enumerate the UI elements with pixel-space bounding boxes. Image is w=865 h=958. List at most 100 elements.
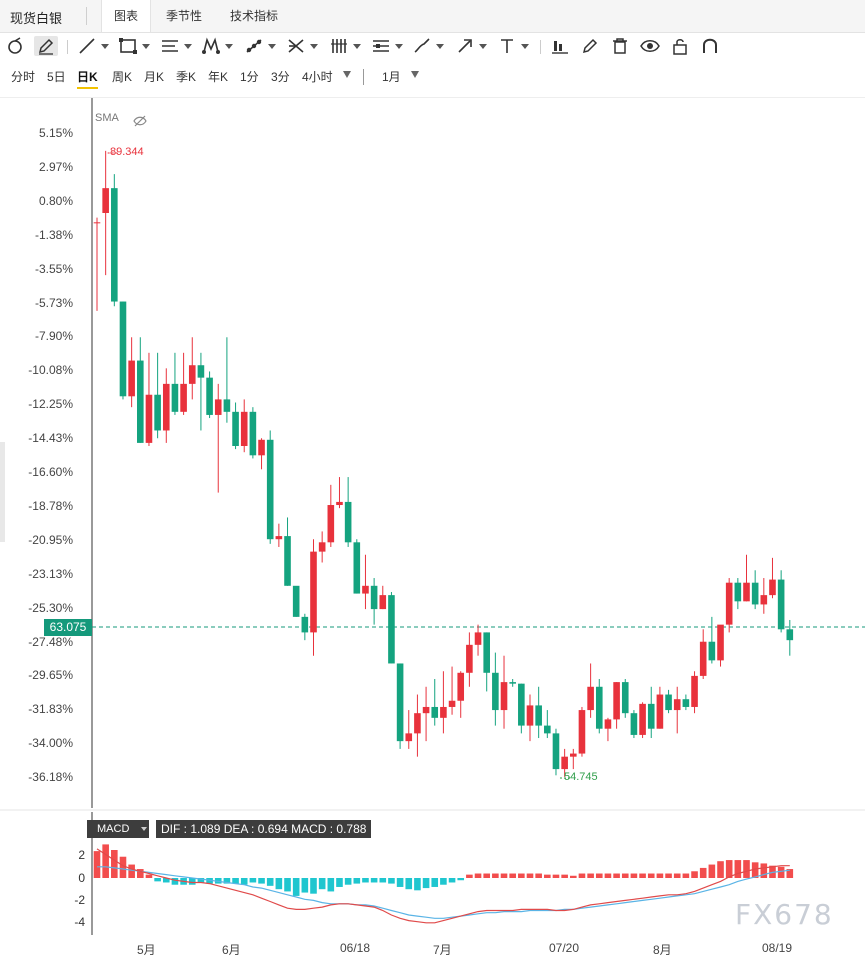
brush-icon[interactable] bbox=[412, 36, 444, 56]
y-axis-tick: -18.78% bbox=[28, 498, 73, 513]
candle-body bbox=[188, 365, 196, 384]
period-1min[interactable]: 1分 bbox=[240, 70, 259, 84]
x-axis-label: 6月 bbox=[222, 943, 241, 957]
candle-body bbox=[526, 705, 534, 726]
max-price-label: 89.344 bbox=[110, 146, 144, 158]
tab-indicators[interactable]: 技术指标 bbox=[230, 9, 279, 23]
macd-histogram-bar bbox=[102, 844, 109, 878]
cross-icon[interactable] bbox=[286, 36, 318, 56]
candle-body bbox=[171, 383, 179, 412]
candle-body bbox=[370, 585, 378, 610]
trash-icon[interactable] bbox=[610, 36, 630, 56]
eye-off-icon[interactable] bbox=[133, 114, 147, 132]
rectangle-icon[interactable] bbox=[118, 36, 150, 56]
macd-histogram-bar bbox=[171, 878, 179, 885]
candle-body bbox=[665, 694, 672, 711]
x-axis-label: 08/19 bbox=[762, 941, 793, 955]
macd-histogram-bar bbox=[509, 873, 516, 878]
line-icon[interactable] bbox=[77, 36, 109, 56]
period-3min[interactable]: 3分 bbox=[271, 70, 290, 84]
side-panel-handle[interactable] bbox=[0, 442, 5, 542]
macd-histogram-bar bbox=[535, 873, 542, 878]
candle-body bbox=[318, 542, 326, 552]
chevron-down-icon[interactable] bbox=[343, 71, 351, 78]
current-price-tag: 63.075 bbox=[44, 619, 92, 636]
macd-histogram-bar bbox=[440, 878, 447, 885]
range-select[interactable]: 1月 bbox=[382, 70, 401, 84]
macd-histogram-bar bbox=[405, 878, 413, 890]
period-5d[interactable]: 5日 bbox=[47, 70, 66, 84]
candle-body bbox=[137, 360, 144, 443]
candle-body bbox=[708, 641, 716, 661]
candle-body bbox=[595, 686, 603, 729]
macd-histogram-bar bbox=[717, 861, 724, 878]
macd-histogram-bar bbox=[466, 874, 473, 878]
chevron-down-icon[interactable] bbox=[411, 71, 419, 78]
macd-histogram-bar bbox=[93, 851, 101, 878]
pencil-icon[interactable] bbox=[34, 36, 58, 56]
candle-body bbox=[751, 582, 759, 605]
y-axis-tick: -36.18% bbox=[28, 770, 73, 785]
edit-icon[interactable] bbox=[580, 36, 600, 56]
text-icon[interactable] bbox=[497, 36, 529, 56]
measure-icon[interactable] bbox=[550, 36, 570, 56]
macd-histogram-bar bbox=[353, 878, 361, 884]
candle-body bbox=[145, 394, 153, 443]
candle-body bbox=[440, 706, 447, 718]
macd-histogram-bar bbox=[388, 878, 395, 884]
eye-icon[interactable] bbox=[640, 36, 660, 56]
period-quarterly[interactable]: 季K bbox=[176, 70, 197, 84]
magnet-icon[interactable] bbox=[6, 36, 26, 56]
top-bar: 现货白银 图表 季节性 技术指标 bbox=[0, 0, 865, 33]
y-axis-tick: -5.73% bbox=[34, 295, 73, 310]
candle-body bbox=[500, 682, 508, 711]
candle-body bbox=[673, 699, 681, 711]
list-icon[interactable] bbox=[371, 36, 403, 56]
tab-seasonality[interactable]: 季节性 bbox=[166, 9, 203, 23]
pattern-icon[interactable] bbox=[201, 36, 233, 56]
lock-icon[interactable] bbox=[670, 36, 690, 56]
magnet-u-icon[interactable] bbox=[700, 36, 720, 56]
candle-body bbox=[466, 644, 473, 673]
y-axis-tick: -1.38% bbox=[34, 227, 73, 242]
candle-body bbox=[206, 377, 213, 415]
macd-histogram-bar bbox=[379, 878, 387, 883]
y-axis-tick: -20.95% bbox=[28, 532, 73, 547]
candle-body bbox=[613, 682, 620, 720]
candle-body bbox=[266, 439, 274, 540]
tab-chart[interactable]: 图表 bbox=[101, 0, 152, 32]
candle-body bbox=[128, 360, 135, 397]
candle-body bbox=[691, 675, 698, 707]
period-4h[interactable]: 4小时 bbox=[302, 70, 333, 84]
period-daily[interactable]: 日K bbox=[77, 68, 98, 89]
macd-histogram-bar bbox=[621, 873, 629, 878]
macd-histogram-bar bbox=[544, 874, 551, 878]
period-intraday[interactable]: 分时 bbox=[11, 70, 36, 84]
macd-y-tick: 0 bbox=[78, 871, 85, 885]
period-selector: 分时 5日 日K 周K 月K 季K 年K 1分 3分 4小时 1月 bbox=[0, 62, 865, 90]
fib-icon[interactable] bbox=[160, 36, 192, 56]
macd-histogram-bar bbox=[691, 871, 698, 878]
period-yearly[interactable]: 年K bbox=[208, 70, 229, 84]
candle-body bbox=[214, 399, 222, 415]
period-weekly[interactable]: 周K bbox=[112, 70, 133, 84]
macd-histogram-bar bbox=[275, 878, 283, 890]
y-axis-tick: 0.80% bbox=[38, 193, 73, 208]
candle-body bbox=[111, 188, 118, 302]
period-monthly[interactable]: 月K bbox=[144, 70, 165, 84]
candle-body bbox=[492, 672, 499, 711]
trend-icon[interactable] bbox=[244, 36, 276, 56]
macd-histogram-bar bbox=[154, 878, 161, 882]
macd-indicator-select[interactable]: MACD bbox=[87, 820, 149, 838]
bars-icon[interactable] bbox=[329, 36, 361, 56]
macd-histogram-bar bbox=[639, 873, 646, 878]
chevron-down-icon[interactable] bbox=[141, 827, 147, 831]
macd-histogram-bar bbox=[362, 878, 369, 883]
sma-indicator-label[interactable]: SMA bbox=[95, 112, 119, 124]
macd-values: DIF : 1.089 DEA : 0.694 MACD : 0.788 bbox=[156, 820, 372, 838]
candle-body bbox=[725, 582, 733, 625]
macd-histogram-bar bbox=[725, 860, 733, 878]
period-divider bbox=[363, 69, 364, 85]
arrow-icon[interactable] bbox=[455, 36, 487, 56]
